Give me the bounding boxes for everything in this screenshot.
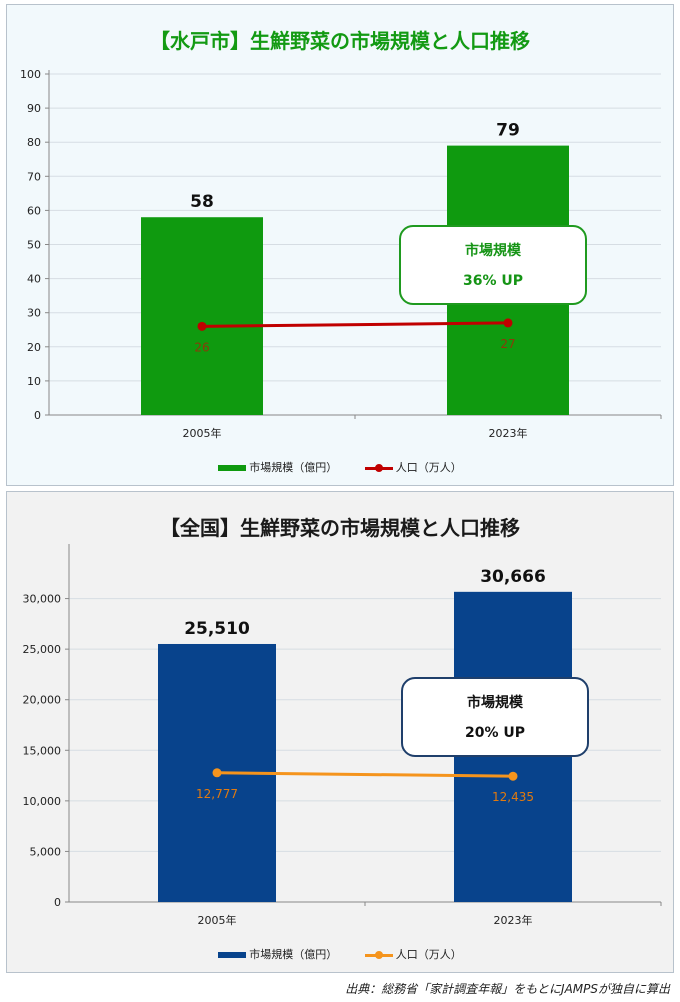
y-tick-label: 30,000 <box>23 593 62 606</box>
legend-item-line: 人口（万人） <box>364 459 462 475</box>
bar-value-label: 25,510 <box>184 619 250 639</box>
y-tick-label: 40 <box>27 273 41 286</box>
y-tick-label: 30 <box>27 307 41 320</box>
y-tick-label: 90 <box>27 102 41 115</box>
chart-panel-national: 0 5,000 10,000 15,000 20,000 25,000 30,000 25,5… <box>6 491 674 973</box>
legend-swatch <box>218 952 247 958</box>
y-tick-label: 10 <box>27 375 41 388</box>
y-tick-label: 80 <box>27 136 41 149</box>
legend-item-bar: 市場規模（億円） <box>218 946 337 962</box>
population-value-label: 12,777 <box>196 787 238 801</box>
source-note: 出典：総務省「家計調査年報」をもとにJAMPSが独自に算出 <box>345 982 670 996</box>
bar <box>141 217 263 415</box>
y-tick-label: 20 <box>27 341 41 354</box>
chart-mito: 0 10 20 30 40 50 60 70 80 90 100 58 2005年 79 2023年 26 27 <box>20 68 662 440</box>
population-value-label: 26 <box>194 340 209 354</box>
legend-swatch <box>364 950 393 959</box>
legend-swatch <box>218 465 247 471</box>
x-tick-label: 2023年 <box>489 426 528 440</box>
legend-item-bar: 市場規模（億円） <box>218 459 337 475</box>
chart-title: 【全国】生鮮野菜の市場規模と人口推移 <box>160 516 520 540</box>
legend: 市場規模（億円） 人口（万人） <box>7 459 673 475</box>
legend: 市場規模（億円） 人口（万人） <box>7 946 673 962</box>
legend-label: 人口（万人） <box>395 948 462 961</box>
chart-title: 【水戸市】生鮮野菜の市場規模と人口推移 <box>150 29 530 53</box>
y-tick-label: 60 <box>27 204 41 217</box>
y-tick-label: 25,000 <box>23 643 62 656</box>
population-point <box>508 771 518 781</box>
y-tick-label: 0 <box>34 409 41 422</box>
legend-label: 市場規模（億円） <box>249 461 338 474</box>
y-tick-label: 5,000 <box>30 845 62 858</box>
bar-value-label: 30,666 <box>480 567 546 587</box>
x-tick-label: 2005年 <box>198 913 237 927</box>
population-point <box>197 321 207 331</box>
bar-value-label: 79 <box>496 121 520 141</box>
legend-label: 人口（万人） <box>395 461 462 474</box>
chart-panel-mito: 0 10 20 30 40 50 60 70 80 90 100 58 2005年 79 2023年 26 27… <box>6 4 674 486</box>
population-value-label: 12,435 <box>492 790 534 804</box>
legend-swatch <box>364 463 393 472</box>
y-tick-label: 70 <box>27 170 41 183</box>
y-tick-label: 100 <box>20 68 41 81</box>
callout-label: 市場規模 <box>467 695 523 711</box>
bar-value-label: 58 <box>190 192 214 212</box>
callout-label: 市場規模 <box>465 243 521 259</box>
growth-callout: 市場規模 20% UP <box>401 677 589 757</box>
y-tick-label: 20,000 <box>23 694 62 707</box>
population-point <box>212 768 222 778</box>
callout-value: 20% UP <box>464 725 525 741</box>
y-tick-label: 0 <box>54 896 61 909</box>
population-line <box>216 771 514 778</box>
y-tick-label: 50 <box>27 239 41 252</box>
growth-callout: 市場規模 36% UP <box>399 225 587 305</box>
x-tick-label: 2005年 <box>183 426 222 440</box>
legend-item-line: 人口（万人） <box>364 946 462 962</box>
y-tick-label: 10,000 <box>23 795 62 808</box>
population-line <box>201 321 509 328</box>
x-tick-label: 2023年 <box>494 913 533 927</box>
callout-value: 36% UP <box>462 273 523 289</box>
population-point <box>503 318 513 328</box>
y-tick-label: 15,000 <box>23 744 62 757</box>
population-value-label: 27 <box>500 337 515 351</box>
legend-label: 市場規模（億円） <box>249 948 338 961</box>
